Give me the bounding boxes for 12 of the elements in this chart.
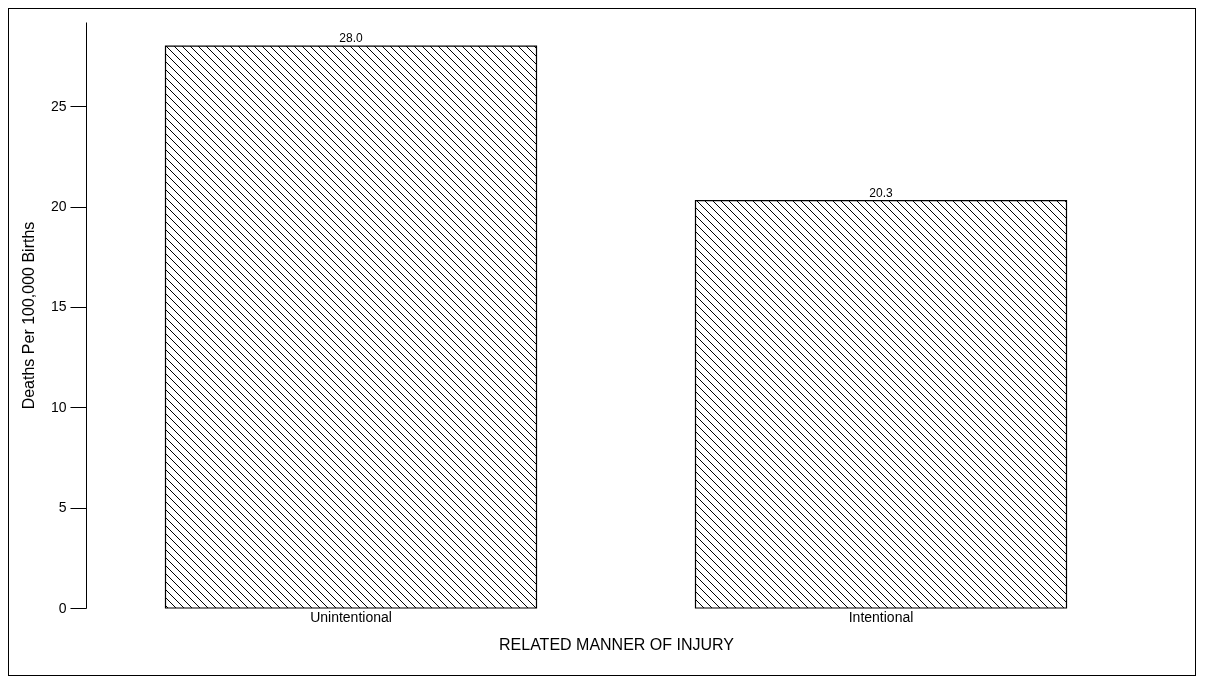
data-label: 20.3 [869, 185, 893, 200]
x-axis-title: RELATED MANNER OF INJURY [499, 635, 735, 653]
y-tick-label: 5 [58, 499, 67, 516]
y-tick-label: 0 [58, 599, 67, 616]
data-label: 28.0 [339, 31, 363, 46]
y-tick-label: 15 [50, 298, 67, 315]
y-tick-label: 20 [50, 198, 67, 215]
x-tick-label: Intentional [848, 608, 914, 625]
y-tick-label: 25 [50, 97, 67, 114]
y-tick-label: 10 [50, 398, 67, 415]
x-tick-label: Unintentional [310, 608, 392, 625]
y-axis-title: Deaths Per 100,000 Births [19, 221, 37, 410]
